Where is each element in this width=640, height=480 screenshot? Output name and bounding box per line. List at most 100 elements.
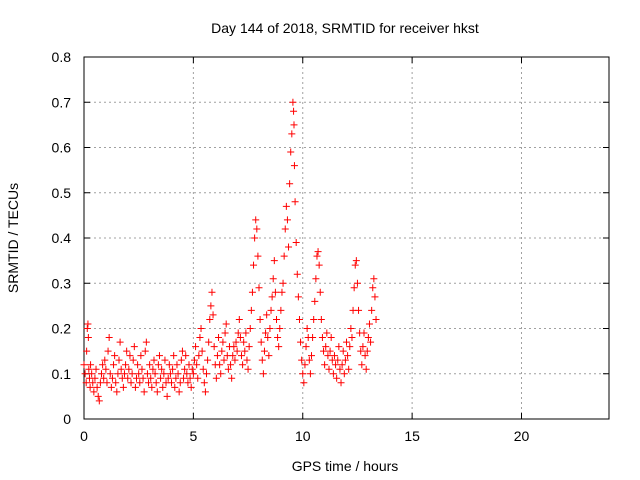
data-point (143, 370, 151, 378)
data-point (336, 365, 344, 373)
data-point (290, 121, 298, 129)
data-point (155, 352, 163, 360)
data-point (269, 275, 277, 283)
data-point (286, 180, 294, 188)
data-point (252, 216, 260, 224)
data-point (150, 356, 158, 364)
data-point (133, 374, 140, 382)
data-point (116, 338, 124, 346)
data-point (224, 365, 232, 373)
data-point (182, 352, 190, 360)
data-point (295, 315, 303, 323)
data-point (183, 370, 191, 378)
data-point (327, 334, 335, 342)
axis-ticks: 0 5 10 15 20 0 0.1 0.2 0.3 0.4 0.5 0.6 0.7 0.8 (52, 49, 609, 444)
data-point (178, 347, 186, 355)
data-point (197, 325, 205, 332)
data-point (227, 361, 235, 369)
data-point (176, 379, 184, 387)
y-tick-label: 0.3 (52, 275, 72, 291)
data-point (194, 374, 202, 382)
data-point (120, 370, 128, 378)
data-point (105, 334, 113, 342)
data-point (98, 370, 105, 378)
data-point (368, 306, 376, 314)
data-point (339, 347, 347, 355)
data-point (315, 261, 323, 269)
data-point (347, 325, 355, 332)
data-point (358, 361, 366, 369)
data-point (330, 352, 338, 360)
data-point (263, 311, 271, 319)
data-point (329, 370, 337, 378)
data-point (292, 239, 300, 247)
data-point (125, 365, 133, 373)
data-point (130, 343, 138, 351)
data-point (160, 370, 168, 378)
data-point (290, 162, 298, 170)
data-point (324, 352, 332, 360)
data-point (238, 352, 245, 360)
data-point (217, 370, 225, 378)
data-point (248, 288, 256, 296)
data-point (220, 356, 228, 364)
y-tick-label: 0.7 (52, 94, 72, 110)
data-point (154, 361, 162, 369)
data-point (258, 356, 266, 364)
data-point (91, 374, 99, 382)
data-point (161, 356, 169, 364)
data-point (210, 343, 218, 351)
data-point (86, 383, 94, 391)
data-point (185, 361, 193, 369)
data-point (294, 293, 302, 301)
data-point (134, 361, 142, 369)
data-point (276, 325, 284, 332)
data-point (361, 352, 369, 360)
y-tick-label: 0.2 (52, 321, 72, 337)
data-point (271, 288, 279, 296)
data-point (165, 361, 173, 369)
data-point (287, 148, 295, 156)
data-point (111, 352, 119, 360)
data-point (101, 356, 109, 364)
data-point (164, 374, 172, 382)
data-point (322, 343, 330, 351)
y-tick-label: 0.6 (52, 140, 72, 156)
data-point (279, 279, 287, 287)
data-point (208, 288, 216, 296)
data-point (212, 374, 220, 382)
data-point (149, 365, 157, 373)
data-point (215, 334, 223, 342)
gridlines (84, 57, 609, 419)
data-point (140, 388, 148, 396)
data-point (138, 365, 146, 373)
data-point (152, 379, 160, 387)
data-point (199, 365, 207, 373)
data-point (301, 361, 309, 369)
data-point (216, 361, 224, 369)
data-point (205, 338, 213, 346)
data-point (253, 225, 261, 233)
data-point (207, 302, 215, 310)
data-point (172, 374, 180, 382)
data-point (148, 383, 156, 391)
data-point (141, 347, 149, 355)
data-point (96, 379, 104, 387)
chart-title: Day 144 of 2018, SRMTID for receiver hks… (211, 20, 479, 36)
data-point (360, 329, 368, 337)
data-point (127, 379, 135, 387)
data-point (325, 365, 333, 373)
data-point (353, 279, 361, 287)
data-point (100, 374, 108, 382)
data-point (174, 370, 182, 378)
data-point (87, 361, 95, 369)
data-point (153, 388, 161, 396)
data-point (274, 334, 282, 342)
data-point (131, 383, 139, 391)
data-point (173, 361, 181, 369)
data-point (119, 383, 127, 391)
data-point (169, 365, 177, 373)
data-point (137, 352, 145, 360)
data-point (184, 379, 192, 387)
data-point (311, 297, 319, 305)
